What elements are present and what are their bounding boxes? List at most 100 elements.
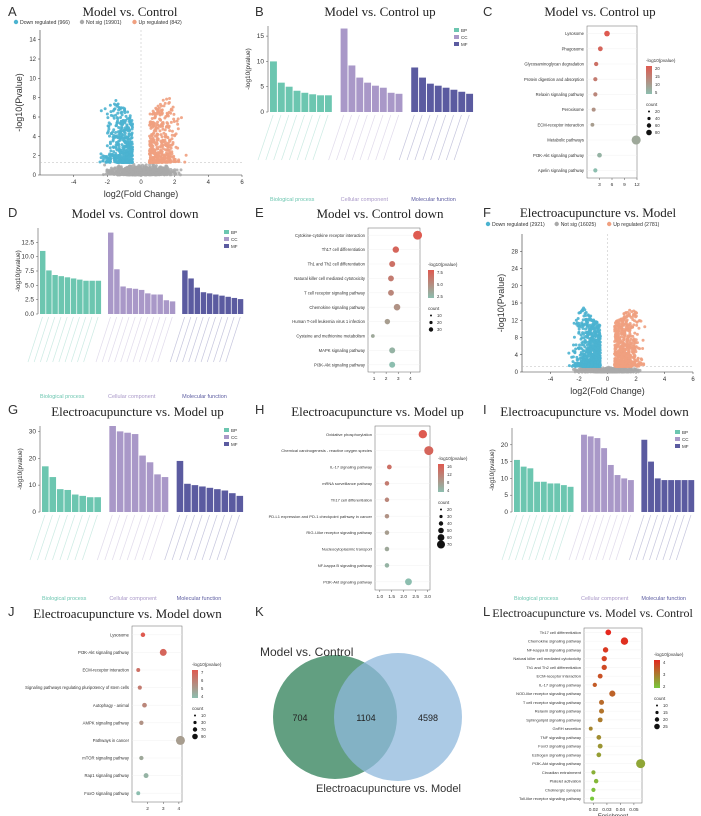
point-down [127,156,131,160]
legend-swatch [224,435,229,439]
term-label-mark [29,514,46,561]
point-down [112,150,116,154]
group-label: Biological process [514,596,559,602]
point-up [624,327,628,331]
point-down [572,321,576,325]
term-label-mark [359,114,376,161]
point-up [152,112,156,116]
point-up [149,124,153,128]
legend-marker [79,19,85,25]
point-up [156,110,160,114]
point-down [126,145,130,149]
panel-title-l: Electroacupuncture vs. Model vs. Control [492,606,693,620]
y-tick-label: 28 [511,249,518,255]
point-up [626,343,630,347]
x-axis-label: log2(Fold Change) [104,189,179,199]
point-up [160,135,164,139]
bubble [597,152,602,158]
point-notsig [177,171,181,175]
point-up [172,117,176,121]
point-up [630,355,634,359]
legend-label: CC [682,437,689,442]
point-down [120,143,124,147]
count-legend-dot [193,720,197,725]
x-tick-label: 3 [162,806,165,812]
y-tick-label: 4 [515,353,519,359]
legend-label: Up regulated (2781) [613,222,659,228]
x-tick-label: -4 [71,180,77,186]
point-down [111,139,115,143]
bubble [175,735,185,745]
point-notsig [138,167,142,171]
term-label-mark [188,316,204,363]
point-up [156,138,160,142]
point-down [593,363,597,367]
point-notsig [580,369,584,373]
x-tick-label: 3.0 [424,594,431,600]
point-up [161,147,165,151]
point-down [577,346,581,350]
bar [648,461,654,512]
y-tick-label: 7.5 [25,268,34,275]
x-tick-label: -2 [105,180,111,186]
term-label-mark [194,316,210,363]
bar [161,477,169,512]
term-label-mark [176,316,192,363]
count-legend-label: 25 [663,724,668,729]
point-up [632,340,636,344]
bar [145,293,151,314]
point-up [158,129,162,133]
point-down [586,335,590,339]
term-label-mark [548,514,564,561]
point-down [129,122,133,126]
x-tick-label: 4 [178,806,181,812]
point-up [184,153,188,157]
term-label-mark [52,316,68,363]
count-legend-dot [430,314,432,317]
point-down [116,111,120,115]
point-up [163,154,167,158]
x-tick-label: 9 [623,182,626,188]
point-down [122,139,126,143]
point-up [172,112,176,116]
legend-label: BP [231,230,237,235]
y-tick-label: 4 [33,134,37,140]
bar [151,294,157,314]
term-label: Natural killer cell mediated cytotoxicit… [513,656,581,661]
point-up [172,157,176,161]
bar [340,28,348,112]
point-down [119,148,123,152]
bubble [384,318,391,325]
color-scale-label: 5 [201,686,204,691]
point-down [121,159,125,163]
x-tick-label: 0.04 [616,807,626,813]
group-label: Biological process [42,596,87,602]
kegg-bubble-chart-l: Th17 cell differentiation Chemokine signa… [482,622,701,816]
x-tick-label: 0 [606,377,610,383]
point-up [162,131,166,135]
color-scale [428,270,434,298]
count-legend-dot [655,710,659,715]
count-legend-label: 20 [655,109,660,114]
point-notsig [583,370,587,374]
bar [139,455,146,512]
point-up [633,358,637,362]
point-notsig [129,173,133,177]
point-notsig [173,172,177,176]
point-notsig [101,173,105,177]
count-legend-label: 80 [655,130,660,135]
bar [581,434,587,512]
bar [146,462,154,512]
bar [191,485,199,512]
color-scale-label: 20 [655,66,660,71]
term-label: Relaxin signaling pathway [535,709,581,714]
term-label: IL-17 signaling pathway [539,682,581,687]
point-down [129,145,133,149]
panel-letter-l: L [483,604,491,619]
legend-label: CC [461,35,468,40]
legend-label: Down regulated (2921) [492,222,545,228]
term-label-mark [528,514,544,561]
point-up [628,332,632,336]
term-label: Human T-cell leukemia virus 1 infection [292,319,365,324]
bar [587,436,594,512]
